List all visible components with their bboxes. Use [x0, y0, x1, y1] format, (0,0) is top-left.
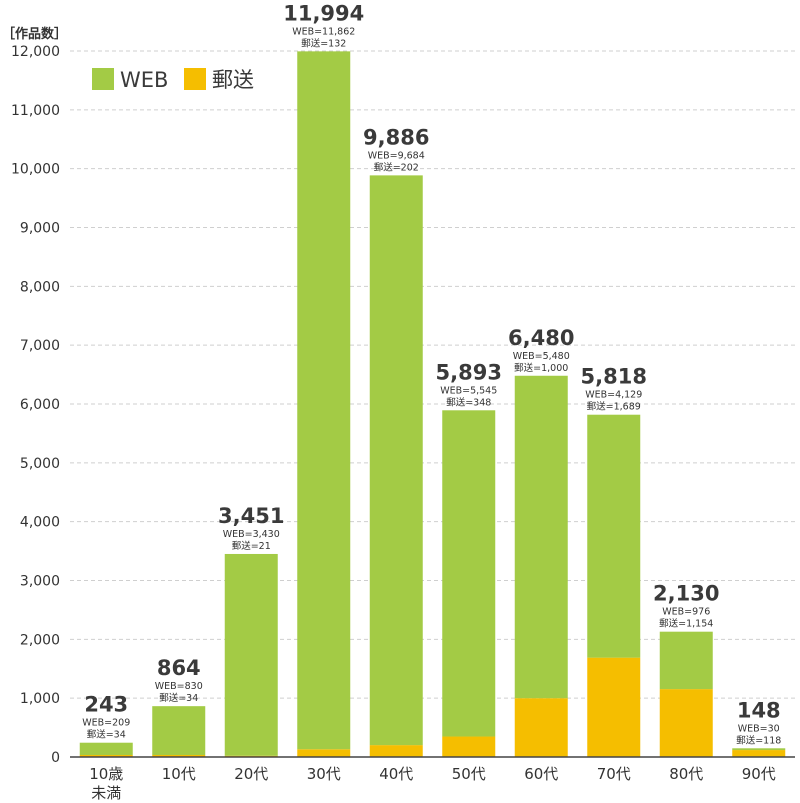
total-label: 6,480 [508, 326, 574, 350]
total-label: 3,451 [218, 504, 284, 528]
bars [79, 51, 786, 757]
bar-segment-web [152, 706, 206, 755]
y-tick-label: 4,000 [20, 515, 60, 531]
total-label: 9,886 [363, 125, 429, 149]
total-label: 5,893 [436, 360, 502, 384]
y-tick-label: 7,000 [20, 338, 60, 354]
x-tick-label: 50代 [452, 765, 486, 783]
x-tick-label: 10歳 [89, 765, 123, 783]
bar-segment-mail [297, 749, 351, 757]
bar-segment-mail [514, 698, 568, 757]
data-labels: 243WEB=209郵送=34864WEB=830郵送=343,451WEB=3… [82, 1, 781, 746]
y-tick-label: 0 [51, 750, 60, 766]
bar-segment-web [369, 175, 423, 746]
mail-value-label: 郵送=21 [232, 540, 271, 552]
mail-value-label: 郵送=34 [87, 729, 126, 741]
y-axis-unit-label: ［作品数］ [2, 26, 67, 42]
y-axis-ticks: 0 1,000 2,000 3,000 4,000 5,000 6,000 7,000 8,00… [11, 44, 60, 766]
y-tick-label: 3,000 [20, 574, 60, 590]
bar-segment-web [587, 414, 641, 658]
y-tick-label: 5,000 [20, 456, 60, 472]
mail-value-label: 郵送=1,154 [659, 618, 713, 630]
bar-segment-web [514, 375, 568, 699]
web-value-label: WEB=9,684 [368, 150, 425, 161]
bar-segment-web [224, 553, 278, 756]
bar-segment-web [297, 51, 351, 750]
legend-swatch [184, 68, 206, 90]
mail-value-label: 郵送=348 [446, 396, 491, 408]
x-tick-label: 30代 [307, 765, 341, 783]
y-tick-label: 8,000 [20, 279, 60, 295]
bar-segment-web [442, 410, 496, 737]
bar-segment-mail [369, 745, 423, 757]
total-label: 5,818 [581, 365, 647, 389]
y-tick-label: 10,000 [11, 162, 60, 178]
legend-label: 郵送 [212, 68, 254, 92]
y-tick-label: 6,000 [20, 397, 60, 413]
total-label: 243 [84, 693, 128, 717]
bar-segment-mail [152, 754, 206, 757]
bar-segment-mail [442, 736, 496, 757]
bar-segment-web [79, 742, 133, 755]
bar-segment-web [659, 631, 713, 690]
mail-value-label: 郵送=1,689 [587, 401, 641, 413]
y-tick-label: 9,000 [20, 221, 60, 237]
total-label: 11,994 [283, 1, 364, 25]
bar-segment-mail [587, 657, 641, 757]
y-tick-label: 12,000 [11, 44, 60, 60]
mail-value-label: 郵送=118 [736, 734, 781, 746]
web-value-label: WEB=976 [662, 607, 710, 618]
x-tick-label: 40代 [379, 765, 413, 783]
y-tick-label: 11,000 [11, 103, 60, 119]
y-tick-label: 1,000 [20, 691, 60, 707]
total-label: 2,130 [653, 582, 719, 606]
x-tick-label: 60代 [524, 765, 558, 783]
bar-segment-mail [732, 750, 786, 757]
web-value-label: WEB=4,129 [585, 390, 642, 401]
mail-value-label: 郵送=1,000 [514, 362, 568, 374]
bar-segment-mail [79, 754, 133, 757]
x-tick-label: 70代 [597, 765, 631, 783]
web-value-label: WEB=30 [738, 723, 780, 734]
web-value-label: WEB=3,430 [223, 529, 280, 540]
mail-value-label: 郵送=202 [374, 161, 419, 173]
web-value-label: WEB=209 [82, 718, 130, 729]
legend-label: WEB [120, 68, 168, 92]
web-value-label: WEB=5,480 [513, 351, 570, 362]
legend-swatch [92, 68, 114, 90]
x-tick-label: 90代 [742, 765, 776, 783]
x-tick-label: 20代 [234, 765, 268, 783]
x-tick-label: 未満 [91, 784, 121, 802]
total-label: 864 [157, 656, 201, 680]
total-label: 148 [737, 698, 781, 722]
legend: WEB 郵送 [92, 68, 254, 92]
y-tick-label: 2,000 [20, 632, 60, 648]
mail-value-label: 郵送=132 [301, 37, 346, 49]
mail-value-label: 郵送=34 [159, 692, 198, 704]
web-value-label: WEB=830 [155, 681, 203, 692]
bar-segment-web [732, 748, 786, 751]
web-value-label: WEB=11,862 [292, 26, 355, 37]
x-tick-label: 10代 [162, 765, 196, 783]
x-tick-label: 80代 [669, 765, 703, 783]
bar-segment-mail [659, 689, 713, 757]
web-value-label: WEB=5,545 [440, 385, 497, 396]
